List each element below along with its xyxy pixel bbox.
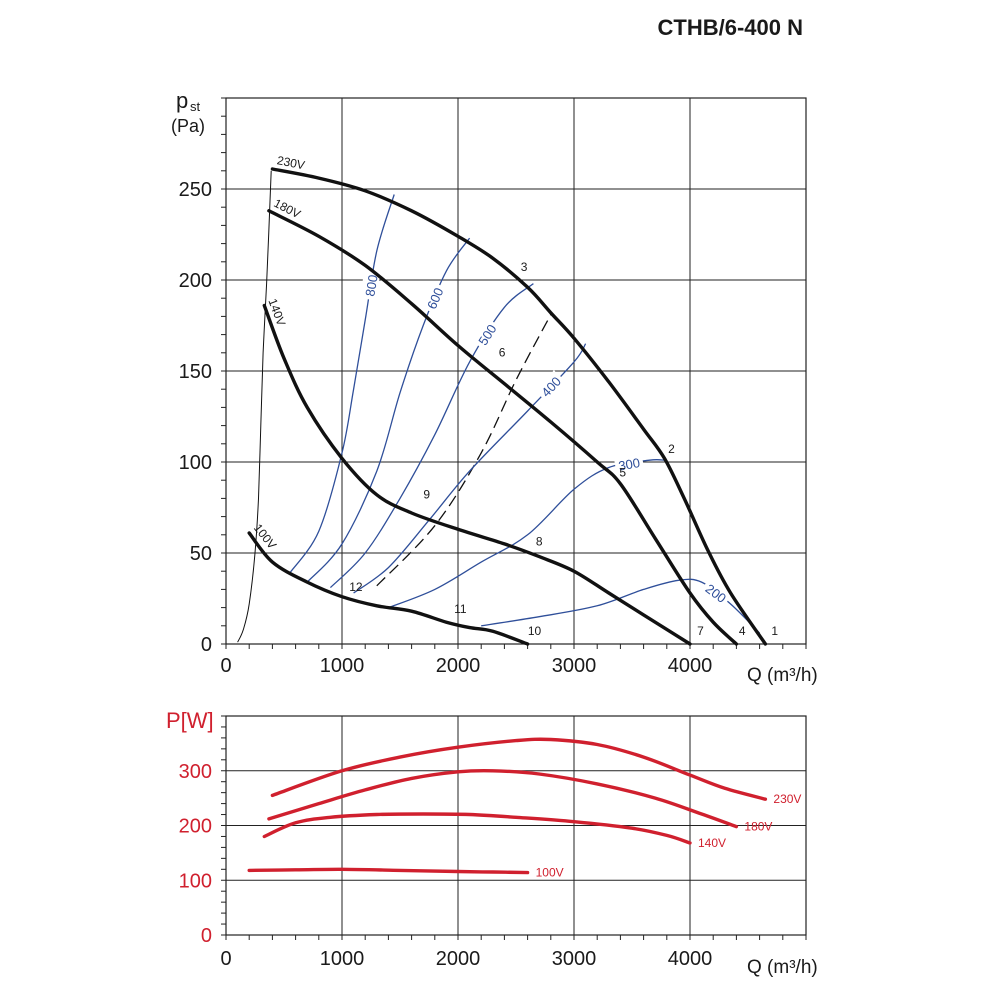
pressure-y-tick-label: 50 — [190, 543, 212, 565]
operating-point-7: 7 — [697, 624, 704, 638]
system-curve-line — [237, 170, 272, 643]
efficiency-label-group: 300 — [613, 452, 645, 474]
power-x-tick-label: 3000 — [552, 948, 597, 970]
pressure-panel: 0 1000 2000 3000 4000 0 50 100 150 200 250 800 600 5… — [171, 88, 818, 686]
efficiency-label-bg — [359, 270, 381, 301]
pressure-ticks: 0 1000 2000 3000 4000 0 50 100 150 200 250 — [179, 179, 713, 677]
operating-point-10: 10 — [528, 624, 542, 638]
fan-curve-label: 180V — [272, 196, 303, 221]
power-y-tick-label: 200 — [179, 816, 212, 838]
efficiency-curve-300 — [388, 459, 665, 609]
operating-point-1: 1 — [771, 624, 778, 638]
power-curve-100V — [247, 867, 530, 875]
pressure-y-tick-label: 200 — [179, 270, 212, 292]
operating-point-4: 4 — [739, 624, 746, 638]
power-x-label: Q (m³/h) — [747, 957, 818, 978]
power-curve-label: 140V — [698, 836, 726, 850]
efficiency-label-group: 800 — [359, 270, 381, 301]
pressure-x-tick-label: 4000 — [668, 655, 713, 677]
efficiency-label-bg — [421, 281, 447, 314]
power-ticks: 0 1000 2000 3000 4000 0 100 200 300 — [179, 761, 713, 970]
efficiency-label-bg — [613, 452, 645, 474]
pressure-x-tick-label: 1000 — [320, 655, 365, 677]
efficiency-label-bg — [534, 370, 566, 402]
chart-title: CTHB/6-400 N — [658, 15, 803, 40]
power-y-tick-label: 300 — [179, 761, 212, 783]
power-y-label: P[W] — [166, 708, 214, 733]
power-curve-140V — [262, 812, 692, 845]
power-curve-230V — [270, 737, 768, 801]
operating-point-2: 2 — [668, 442, 675, 456]
operating-point-6: 6 — [499, 345, 506, 359]
power-y-tick-label: 100 — [179, 870, 212, 892]
power-curve-label: 230V — [773, 792, 801, 806]
power-x-tick-label: 2000 — [436, 948, 481, 970]
pressure-y-tick-label: 100 — [179, 452, 212, 474]
operating-point-3: 3 — [521, 260, 528, 274]
y-label-sub: st — [190, 99, 201, 114]
pressure-x-label: Q (m³/h) — [747, 665, 818, 686]
power-grid — [221, 715, 807, 940]
power-x-tick-label: 0 — [220, 948, 231, 970]
y-label-unit: (Pa) — [171, 116, 205, 136]
operating-point-12: 12 — [349, 580, 363, 594]
fan-curve-100V — [247, 531, 530, 646]
system-curve-layer — [237, 170, 552, 643]
efficiency-label-bg — [471, 317, 501, 351]
operating-point-9: 9 — [423, 487, 430, 501]
power-curve-label: 100V — [536, 866, 564, 880]
operating-point-8: 8 — [536, 535, 543, 549]
operating-point-5: 5 — [619, 466, 626, 480]
efficiency-curve-800 — [289, 194, 395, 574]
efficiency-curve-200 — [481, 578, 761, 634]
efficiency-label: 300 — [617, 455, 641, 474]
fan-curve-230V — [270, 167, 768, 646]
efficiency-label-group: 200 — [700, 577, 733, 608]
y-label-main: p — [176, 88, 188, 113]
pressure-y-label: p st (Pa) — [171, 88, 205, 136]
efficiency-label-group: 500 — [471, 317, 501, 351]
fan-curve-140V — [262, 303, 692, 646]
fan-curve-label: 230V — [276, 153, 306, 172]
pressure-y-tick-label: 0 — [201, 634, 212, 656]
efficiency-label-group: 600 — [421, 281, 447, 314]
power-curve-label: 180V — [744, 820, 772, 834]
efficiency-curve-600 — [306, 237, 471, 583]
pressure-grid — [221, 97, 807, 649]
pressure-x-tick-label: 0 — [220, 655, 231, 677]
efficiency-label: 800 — [362, 274, 380, 298]
efficiency-label-bg — [700, 577, 733, 608]
pressure-y-tick-label: 250 — [179, 179, 212, 201]
pressure-x-tick-label: 3000 — [552, 655, 597, 677]
fan-curve-180V — [267, 209, 739, 646]
pressure-y-tick-label: 150 — [179, 361, 212, 383]
dashed-reference-line — [376, 314, 552, 587]
efficiency-curve-400 — [353, 343, 587, 594]
power-y-tick-label: 0 — [201, 925, 212, 947]
power-x-tick-label: 4000 — [668, 948, 713, 970]
operating-point-11: 11 — [454, 602, 467, 616]
pressure-x-tick-label: 2000 — [436, 655, 481, 677]
efficiency-curve-500 — [329, 283, 534, 589]
power-curve-180V — [267, 768, 739, 829]
power-x-tick-label: 1000 — [320, 948, 365, 970]
